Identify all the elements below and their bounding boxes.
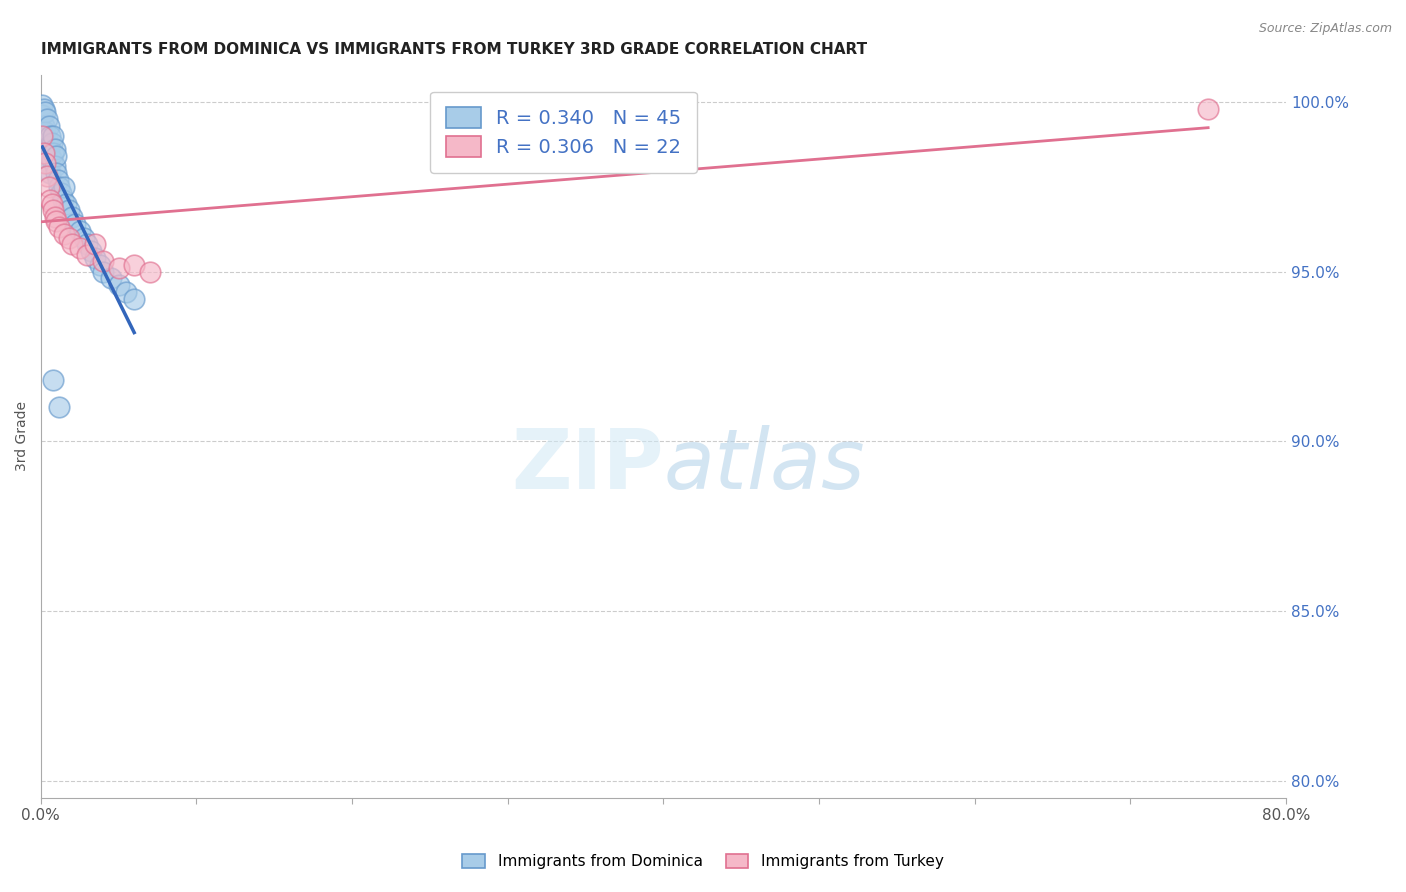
Text: ZIP: ZIP bbox=[510, 425, 664, 506]
Point bbox=[58, 230, 80, 244]
Point bbox=[122, 292, 145, 306]
Point bbox=[31, 108, 53, 122]
Point bbox=[31, 128, 53, 143]
Point bbox=[45, 149, 67, 163]
Point bbox=[55, 196, 77, 211]
Point bbox=[1197, 102, 1219, 116]
Point bbox=[79, 244, 101, 259]
Legend: Immigrants from Dominica, Immigrants from Turkey: Immigrants from Dominica, Immigrants fro… bbox=[457, 848, 949, 875]
Point bbox=[76, 247, 98, 261]
Point bbox=[39, 149, 62, 163]
Point bbox=[89, 258, 111, 272]
Point bbox=[122, 258, 145, 272]
Point bbox=[39, 194, 62, 208]
Point bbox=[115, 285, 138, 299]
Legend: R = 0.340   N = 45, R = 0.306   N = 22: R = 0.340 N = 45, R = 0.306 N = 22 bbox=[430, 92, 697, 173]
Point bbox=[60, 211, 83, 225]
Point bbox=[48, 220, 70, 235]
Text: IMMIGRANTS FROM DOMINICA VS IMMIGRANTS FROM TURKEY 3RD GRADE CORRELATION CHART: IMMIGRANTS FROM DOMINICA VS IMMIGRANTS F… bbox=[41, 42, 868, 57]
Text: Source: ZipAtlas.com: Source: ZipAtlas.com bbox=[1258, 22, 1392, 36]
Point bbox=[52, 194, 75, 208]
Point bbox=[41, 196, 63, 211]
Point bbox=[41, 153, 63, 167]
Point bbox=[32, 102, 55, 116]
Y-axis label: 3rd Grade: 3rd Grade bbox=[15, 401, 30, 471]
Point bbox=[34, 105, 56, 120]
Point bbox=[84, 237, 107, 252]
Point bbox=[44, 159, 66, 173]
Point bbox=[38, 179, 60, 194]
Point bbox=[45, 213, 67, 227]
Point bbox=[34, 156, 56, 170]
Point bbox=[31, 98, 53, 112]
Point bbox=[42, 128, 65, 143]
Point bbox=[45, 166, 67, 180]
Point bbox=[32, 145, 55, 160]
Point bbox=[35, 112, 58, 126]
Point bbox=[38, 119, 60, 133]
Point bbox=[107, 261, 129, 276]
Point bbox=[53, 227, 76, 242]
Point bbox=[58, 203, 80, 218]
Point bbox=[53, 179, 76, 194]
Point bbox=[32, 119, 55, 133]
Point bbox=[39, 166, 62, 180]
Point bbox=[69, 241, 91, 255]
Point bbox=[73, 230, 96, 244]
Point bbox=[35, 132, 58, 146]
Point bbox=[44, 211, 66, 225]
Point bbox=[107, 278, 129, 293]
Text: atlas: atlas bbox=[664, 425, 865, 506]
Point bbox=[38, 156, 60, 170]
Point bbox=[41, 136, 63, 150]
Point bbox=[91, 254, 114, 268]
Point bbox=[42, 145, 65, 160]
Point bbox=[44, 142, 66, 156]
Point bbox=[48, 179, 70, 194]
Point bbox=[48, 401, 70, 415]
Point bbox=[46, 173, 69, 187]
Point bbox=[60, 237, 83, 252]
Point bbox=[35, 169, 58, 184]
Point bbox=[91, 264, 114, 278]
Point bbox=[34, 142, 56, 156]
Point bbox=[84, 251, 107, 265]
Point bbox=[39, 128, 62, 143]
Point bbox=[63, 217, 86, 231]
Point bbox=[139, 264, 162, 278]
Point bbox=[69, 224, 91, 238]
Point bbox=[34, 125, 56, 139]
Point bbox=[42, 203, 65, 218]
Point bbox=[38, 139, 60, 153]
Point bbox=[49, 186, 72, 201]
Point bbox=[100, 271, 122, 285]
Point bbox=[76, 237, 98, 252]
Point bbox=[42, 373, 65, 387]
